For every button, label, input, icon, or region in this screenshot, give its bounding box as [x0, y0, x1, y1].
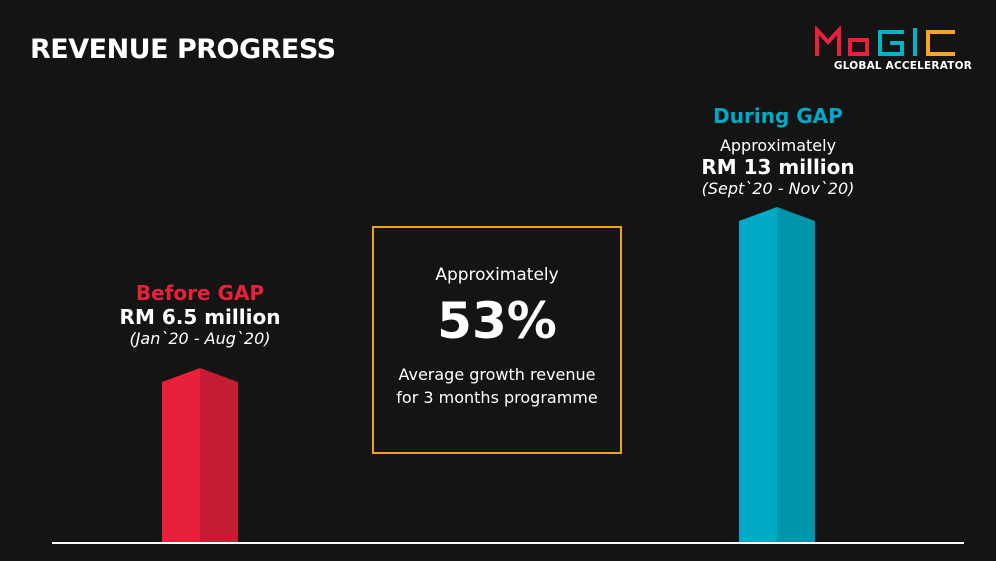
- during-gap-prefix: Approximately: [719, 136, 837, 155]
- before-gap-label-group: Before GAP RM 6.5 million (Jan`20 - Aug`…: [70, 281, 330, 348]
- logo-subtitle: GLOBAL ACCELERATOR: [833, 60, 972, 72]
- page-title: REVENUE PROGRESS: [30, 34, 336, 65]
- growth-percentage: 53%: [437, 292, 557, 350]
- before-gap-value: RM 6.5 million: [119, 305, 281, 329]
- during-gap-label-group: During GAP Approximately RM 13 million (…: [648, 104, 908, 198]
- during-gap-value: RM 13 million: [701, 155, 855, 179]
- before-gap-period: (Jan`20 - Aug`20): [129, 329, 271, 348]
- magic-logo: GLOBAL ACCELERATOR: [814, 26, 972, 76]
- during-gap-heading: During GAP: [713, 104, 843, 128]
- bar-before-gap: [162, 368, 238, 543]
- growth-highlight-box: Approximately 53% Average growth revenue…: [372, 226, 622, 454]
- during-gap-period: (Sept`20 - Nov`20): [701, 179, 855, 198]
- magic-wordmark-icon: [815, 26, 955, 56]
- growth-description-line2: for 3 months programme: [396, 388, 598, 407]
- growth-prefix: Approximately: [435, 265, 559, 285]
- bar-during-gap: [739, 207, 815, 543]
- growth-description-line1: Average growth revenue: [398, 365, 596, 384]
- before-gap-heading: Before GAP: [135, 281, 265, 305]
